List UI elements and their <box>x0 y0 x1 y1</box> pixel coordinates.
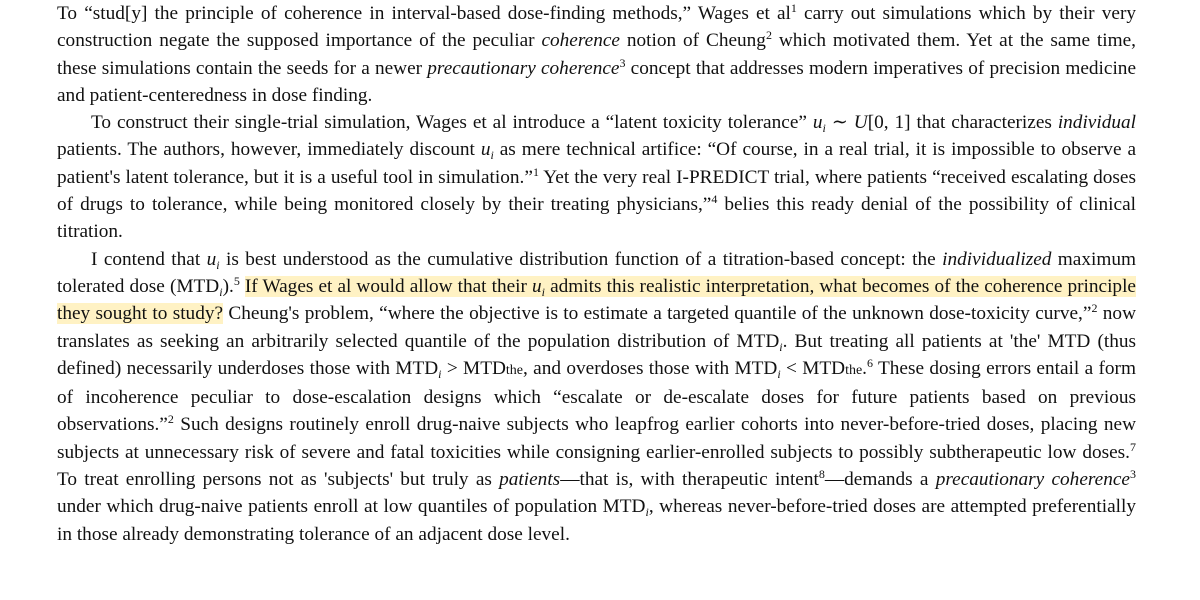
text-run: maximum tolerated dose (MTD <box>57 248 1136 297</box>
text-run: , whereas never-before-tried doses are a… <box>57 496 1136 545</box>
reference-4[interactable]: 4 <box>711 192 718 207</box>
reference-2[interactable]: 2 <box>167 412 174 427</box>
emphasis-coherence: coherence <box>541 30 620 52</box>
subscript-i: i <box>216 257 220 272</box>
text-run: concept that addresses modern imperative… <box>57 57 1136 106</box>
text-run: ∼ <box>825 112 854 134</box>
text-run: is best understood as the cumulative dis… <box>219 248 943 270</box>
text-run: If Wages et al would allow that their <box>244 275 533 297</box>
text-run: belies this ready denial of the possibil… <box>57 194 1136 243</box>
text-run: . <box>862 357 867 379</box>
subscript-i: i <box>438 366 442 381</box>
text-run: now translates as seeking an arbitrarily… <box>57 303 1137 352</box>
text-run: carry out simulations which by their ver… <box>57 3 1137 52</box>
subscript-the: the <box>845 362 863 378</box>
text-run: —demands a <box>824 469 936 491</box>
text-run: These dosing errors entail a form of inc… <box>57 357 1136 436</box>
emphasis-precautionary-coherence: precautionary coherence <box>427 57 620 79</box>
variable-u: u <box>532 275 542 297</box>
text-run: ). <box>222 275 234 297</box>
emphasis-individual: individual <box>1057 112 1137 134</box>
reference-2[interactable]: 2 <box>765 28 772 43</box>
text-run: To treat enrolling persons not as 'subje… <box>57 469 500 491</box>
text-run: Cheung's problem, “where the objective i… <box>223 303 1092 325</box>
text-run: , and overdoses those with MTD <box>523 357 778 379</box>
text-run: > MTD <box>441 357 506 379</box>
reference-3[interactable]: 3 <box>1129 467 1136 482</box>
subscript-the: the <box>505 362 524 378</box>
variable-U: U <box>853 112 868 134</box>
subscript-i: i <box>541 284 546 299</box>
reference-6[interactable]: 6 <box>867 355 873 370</box>
text-run: [0, 1] that charac­terizes <box>867 112 1058 134</box>
text-run: . But treating all patients at 'the' MTD… <box>57 330 1137 379</box>
text-run: I contend that <box>91 248 207 270</box>
reference-8[interactable]: 8 <box>818 467 825 482</box>
text-run: Yet the very real I-PREDICT trial, where… <box>57 166 1136 216</box>
text-run: < MTD <box>780 357 846 379</box>
text-run: which motivated them. Yet at the same ti… <box>57 30 1136 79</box>
text-run: as mere technical artifice: “Of course, … <box>57 139 1136 188</box>
reference-5[interactable]: 5 <box>233 273 240 288</box>
text-run: —that is, with therapeutic intent <box>560 469 819 491</box>
paragraph-1: To “stud[y] the principle of coherence i… <box>57 0 1136 109</box>
variable-u: u <box>812 112 823 134</box>
subscript-i: i <box>490 148 494 163</box>
emphasis-patients: patients <box>499 469 561 491</box>
text-run: admits this realistic interpretation, wh… <box>57 275 1136 325</box>
subscript-i: i <box>645 505 649 520</box>
subscript-i: i <box>777 366 781 381</box>
text-run: To “stud[y] the principle of coherence i… <box>57 3 791 24</box>
emphasis-individualized: individ­ualized <box>942 248 1052 270</box>
emphasis-precautionary-coherence: precautionary coherence <box>935 469 1130 491</box>
reference-2[interactable]: 2 <box>1091 301 1098 316</box>
text-run: notion of Cheung <box>619 30 766 52</box>
text-run: To construct their single-trial simulati… <box>91 112 813 134</box>
text-run: Such designs routinely enroll drug-naive… <box>57 414 1136 463</box>
subscript-i: i <box>219 284 223 299</box>
paragraph-2: To construct their single-trial simulati… <box>57 109 1136 245</box>
text-run: patients. The authors, however, immediat… <box>57 139 481 161</box>
subscript-i: i <box>779 339 783 354</box>
reference-1[interactable]: 1 <box>790 1 797 15</box>
paragraph-3: I contend that ui is best understood as … <box>57 246 1136 548</box>
variable-u: u <box>206 248 217 270</box>
reference-1[interactable]: 1 <box>532 164 539 179</box>
article-body: To “stud[y] the principle of coherence i… <box>57 0 1136 548</box>
variable-u: u <box>480 139 491 161</box>
reference-3[interactable]: 3 <box>619 55 626 70</box>
text-run: under which drug-naive patients enroll a… <box>57 496 646 518</box>
reference-7[interactable]: 7 <box>1130 439 1136 454</box>
subscript-i: i <box>822 121 826 136</box>
